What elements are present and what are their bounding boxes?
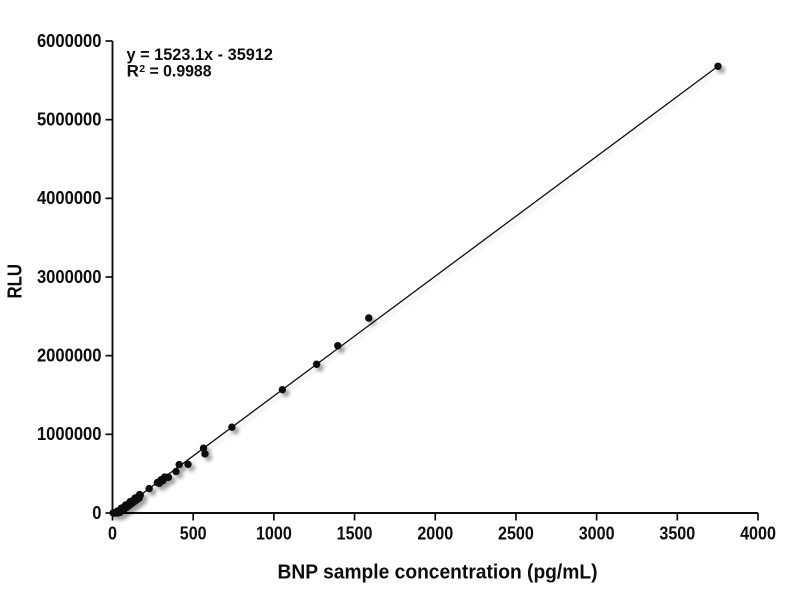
svg-text:0: 0 <box>108 524 117 544</box>
svg-text:2000000: 2000000 <box>37 346 102 366</box>
svg-text:0: 0 <box>92 503 101 523</box>
svg-text:1500: 1500 <box>337 524 373 544</box>
svg-text:1000: 1000 <box>256 524 292 544</box>
svg-text:3500: 3500 <box>659 524 695 544</box>
svg-text:3000000: 3000000 <box>37 267 102 287</box>
svg-text:y = 1523.1x - 35912: y = 1523.1x - 35912 <box>127 45 274 64</box>
svg-text:2000: 2000 <box>417 524 453 544</box>
svg-text:4000: 4000 <box>740 524 776 544</box>
svg-text:= 0.9988: = 0.9988 <box>150 62 212 81</box>
svg-text:6000000: 6000000 <box>37 31 102 51</box>
svg-text:4000000: 4000000 <box>37 188 102 208</box>
svg-text:3000: 3000 <box>579 524 615 544</box>
svg-text:1000000: 1000000 <box>37 424 102 444</box>
svg-text:BNP sample concentration (pg/m: BNP sample concentration (pg/mL) <box>278 561 598 584</box>
svg-text:2: 2 <box>139 63 145 75</box>
svg-text:RLU: RLU <box>4 264 27 299</box>
svg-text:2500: 2500 <box>498 524 534 544</box>
svg-text:500: 500 <box>180 524 207 544</box>
svg-text:5000000: 5000000 <box>37 110 102 130</box>
svg-text:R: R <box>127 62 139 81</box>
